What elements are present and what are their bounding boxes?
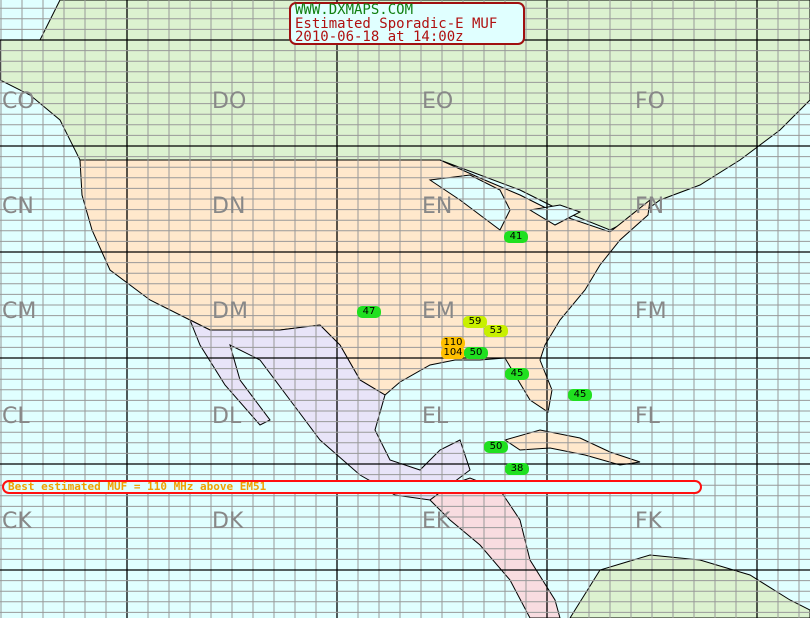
grid-label-fl: FL [635, 404, 661, 429]
muf-marker: 38 [505, 463, 529, 475]
cuba-landmass [503, 429, 641, 466]
title-box: WWW.DXMAPS.COM Estimated Sporadic-E MUF … [289, 2, 525, 45]
grid-label-cl: CL [2, 404, 30, 429]
map-title: Estimated Sporadic-E MUF [295, 15, 498, 32]
grid-label-fk: FK [635, 509, 663, 534]
grid-label-ek: EK [422, 509, 451, 534]
muf-marker: 59 [463, 316, 487, 328]
grid-label-dn: DN [212, 194, 245, 219]
muf-marker: 50 [484, 441, 508, 453]
muf-marker: 110 [441, 337, 465, 349]
grid-label-dk: DK [212, 509, 244, 534]
muf-marker: 104 [441, 347, 465, 359]
grid-label-cn: CN [2, 194, 34, 219]
grid-label-fn: FN [635, 194, 664, 219]
grid-labels: CO DO EO FO CN DN EN FN CM DM EM FM CL DL EL FL CK DK EK FK [2, 89, 667, 534]
south-america-landmass [569, 554, 810, 618]
grid-label-dm: DM [212, 299, 248, 324]
grid-label-co: CO [2, 89, 35, 114]
grid-label-do: DO [212, 89, 246, 114]
muf-marker: 45 [568, 389, 592, 401]
best-muf-banner: Best estimated MUF = 110 MHz above EM51 [2, 480, 702, 494]
grid-label-dl: DL [212, 404, 242, 429]
grid-label-cm: CM [2, 299, 36, 324]
grid-label-en: EN [422, 194, 452, 219]
grid-label-ck: CK [2, 509, 32, 534]
grid-label-eo: EO [422, 89, 453, 114]
grid-label-fo: FO [635, 89, 665, 114]
muf-marker: 53 [484, 325, 508, 337]
muf-marker: 47 [357, 306, 381, 318]
map-datetime: 2010-06-18 at 14:00z [295, 29, 464, 45]
site-name: WWW.DXMAPS.COM [295, 2, 414, 18]
muf-marker: 50 [464, 347, 488, 359]
central-america-landmass [429, 477, 561, 618]
muf-marker: 41 [504, 231, 528, 243]
muf-marker: 45 [505, 368, 529, 380]
grid-label-el: EL [422, 404, 449, 429]
grid-label-em: EM [422, 299, 455, 324]
grid-label-fm: FM [635, 299, 667, 324]
